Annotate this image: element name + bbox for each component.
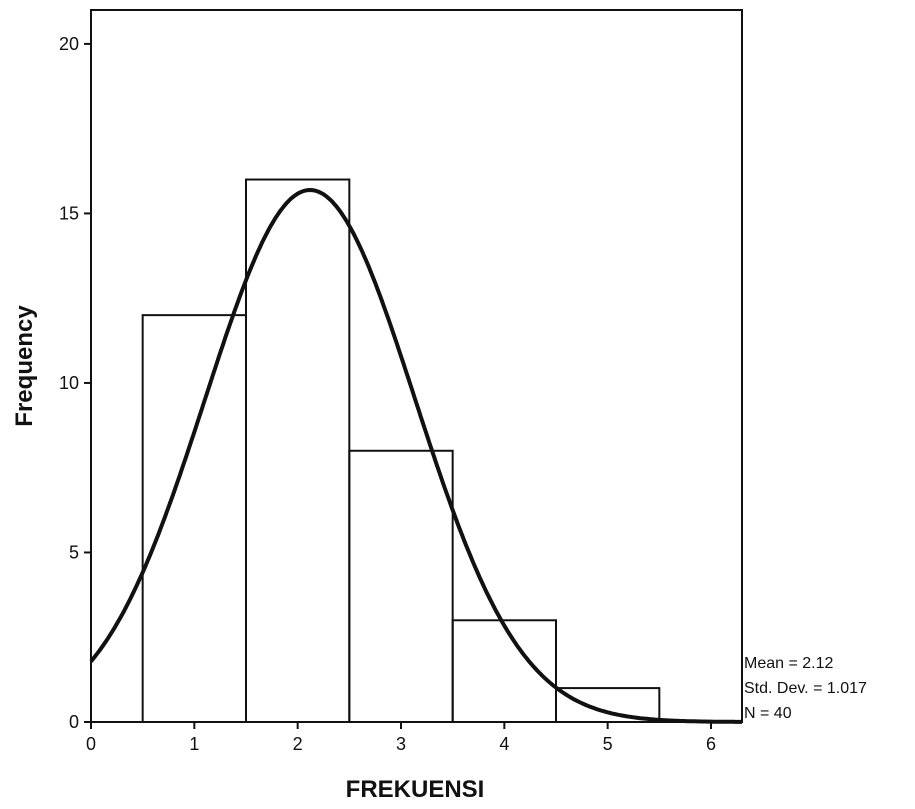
plot-frame xyxy=(90,9,743,723)
histogram-bar xyxy=(141,314,248,723)
y-tick-label: 0 xyxy=(69,712,79,732)
y-tick-label: 15 xyxy=(59,203,79,223)
x-tick-label: 2 xyxy=(293,734,303,754)
y-tick-label: 5 xyxy=(69,542,79,562)
x-tick-label: 6 xyxy=(706,734,716,754)
histogram-bar xyxy=(245,178,351,723)
x-tick-label: 0 xyxy=(86,734,96,754)
y-axis: 0 5 10 15 20 xyxy=(59,34,91,732)
y-tick-label: 20 xyxy=(59,34,79,54)
bars xyxy=(141,178,661,723)
y-axis-title: Frequency xyxy=(11,305,38,427)
histogram-bar xyxy=(348,449,454,723)
stat-std-dev: Std. Dev. = 1.017 xyxy=(744,680,867,697)
stat-mean: Mean = 2.12 xyxy=(744,655,834,672)
normal-curve xyxy=(89,187,742,724)
stat-n: N = 40 xyxy=(744,705,792,722)
x-tick-label: 5 xyxy=(603,734,613,754)
x-axis: 0 1 2 3 4 5 6 xyxy=(86,722,716,754)
x-tick-label: 3 xyxy=(396,734,406,754)
y-tick-label: 10 xyxy=(59,373,79,393)
x-tick-label: 4 xyxy=(499,734,509,754)
x-axis-title: FREKUENSI xyxy=(346,776,485,803)
x-tick-label: 1 xyxy=(189,734,199,754)
